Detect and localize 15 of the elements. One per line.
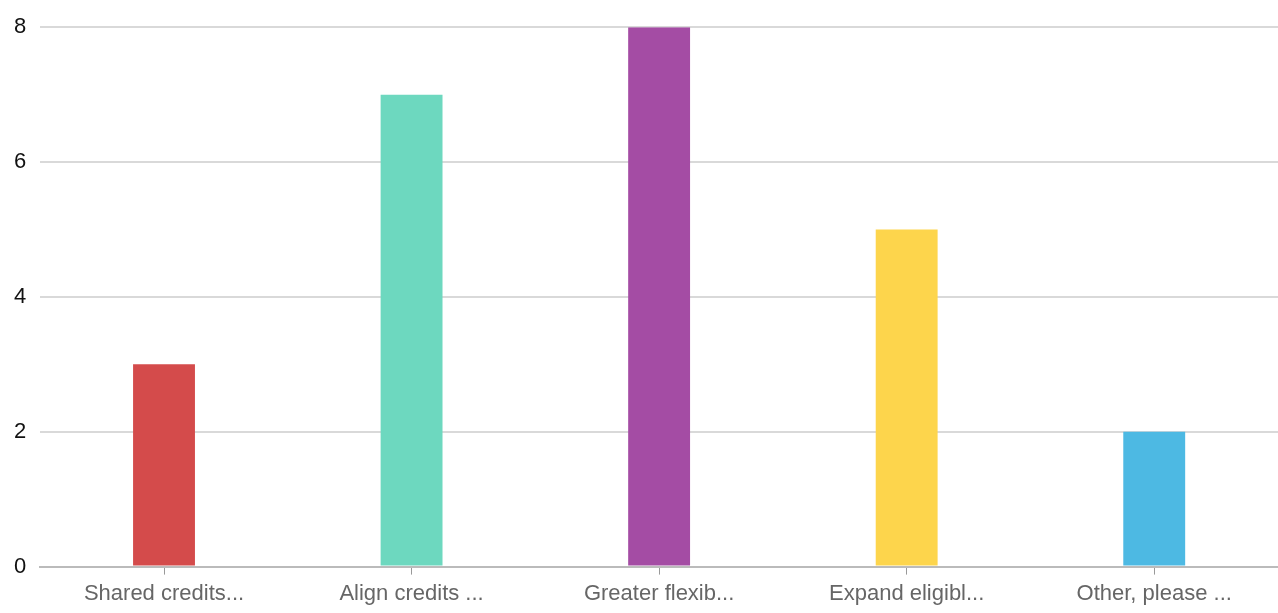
x-tick-label: Greater flexib...: [583, 579, 735, 605]
y-tick-label: 6: [13, 148, 27, 174]
y-tick-label: 4: [13, 282, 27, 308]
x-tick-label: Align credits ...: [339, 579, 484, 605]
x-tick-label: Expand eligibl...: [829, 579, 985, 605]
y-tick-label: 0: [13, 552, 27, 578]
bar: [380, 94, 443, 566]
bar: [628, 27, 691, 566]
x-tick-label: Other, please ...: [1076, 579, 1232, 605]
bar: [133, 364, 195, 566]
x-tick-label: Shared credits...: [83, 579, 245, 605]
y-tick-label: 8: [13, 13, 27, 39]
bar: [1123, 431, 1186, 566]
bar: [875, 229, 938, 566]
y-tick-label: 2: [13, 417, 27, 443]
